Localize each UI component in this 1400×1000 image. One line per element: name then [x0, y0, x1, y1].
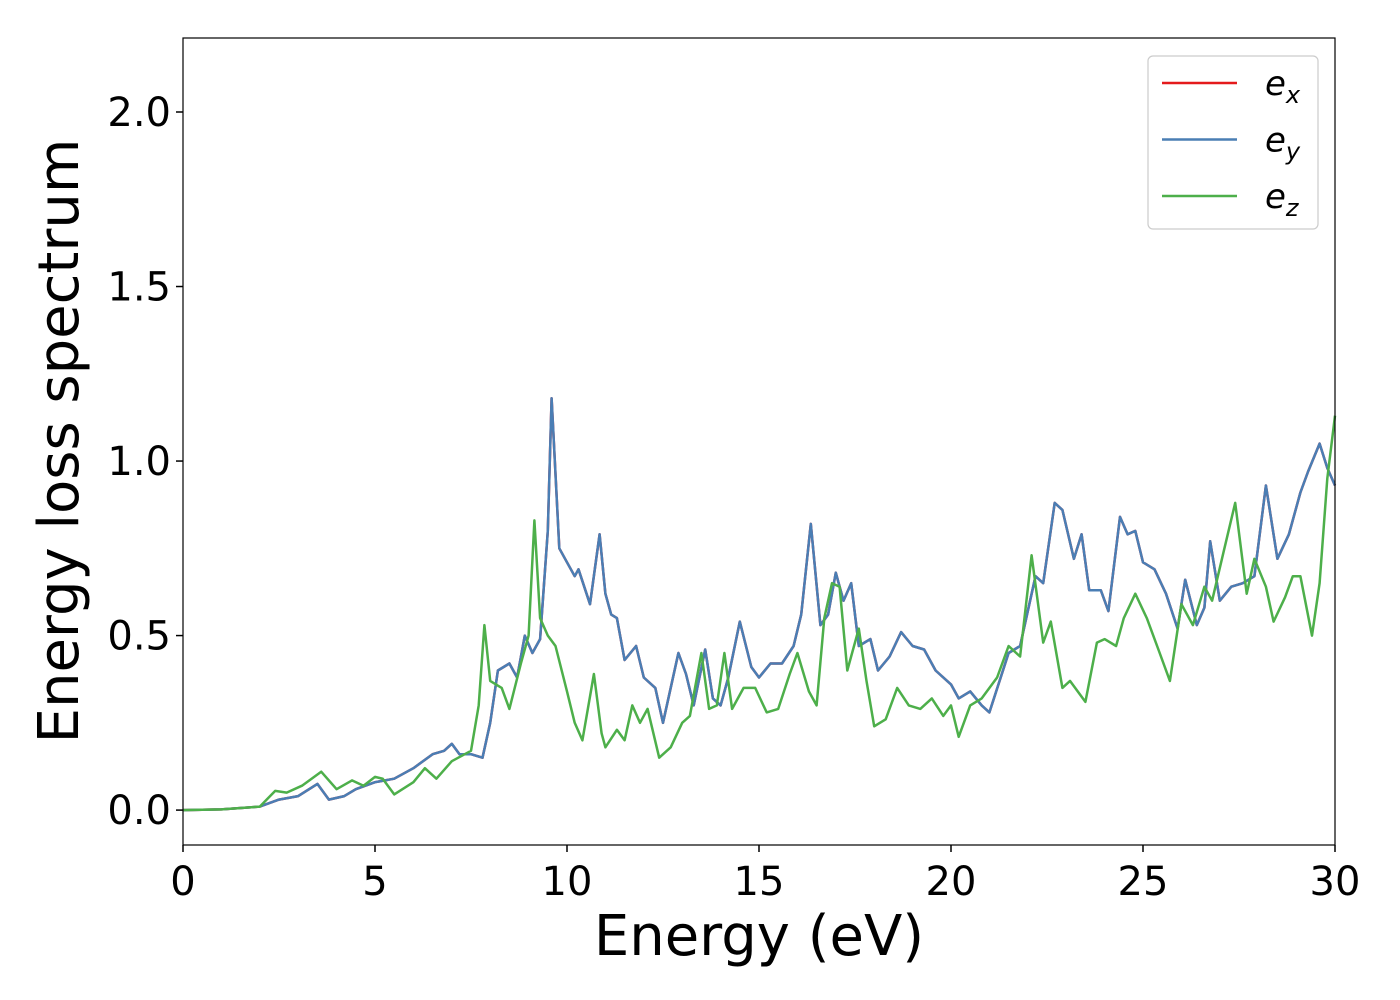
y-tick-label: 1.5 — [107, 265, 171, 311]
y-tick-label: 0.0 — [107, 788, 171, 834]
y-tick-label: 0.5 — [107, 614, 171, 660]
plot-frame — [182, 37, 1336, 846]
series-line — [182, 396, 1337, 812]
series-line — [182, 396, 1337, 812]
y-axis-label: Energy loss spectrum — [27, 139, 92, 744]
y-tick-label: 1.0 — [107, 439, 171, 485]
y-tick-label: 2.0 — [107, 90, 171, 136]
x-tick-label: 5 — [362, 859, 387, 905]
legend-box — [1147, 55, 1319, 230]
x-tick-label: 10 — [542, 859, 593, 905]
legend-subscript: x — [1285, 81, 1301, 109]
legend-label: ex — [1265, 64, 1301, 109]
x-axis-label: Energy (eV) — [594, 904, 924, 969]
legend-label: ez — [1265, 177, 1300, 222]
legend-subscript: y — [1285, 138, 1301, 166]
x-tick-label: 25 — [1118, 859, 1169, 905]
legend-subscript: z — [1285, 194, 1300, 222]
x-tick-label: 15 — [734, 859, 785, 905]
legend-name: e — [1265, 121, 1286, 161]
legend-name: e — [1265, 64, 1286, 104]
legend-name: e — [1265, 177, 1286, 217]
x-tick-label: 20 — [926, 859, 977, 905]
series-line — [182, 415, 1337, 812]
legend-label: ey — [1265, 121, 1301, 166]
x-tick-label: 30 — [1310, 859, 1361, 905]
x-tick-label: 0 — [170, 859, 195, 905]
